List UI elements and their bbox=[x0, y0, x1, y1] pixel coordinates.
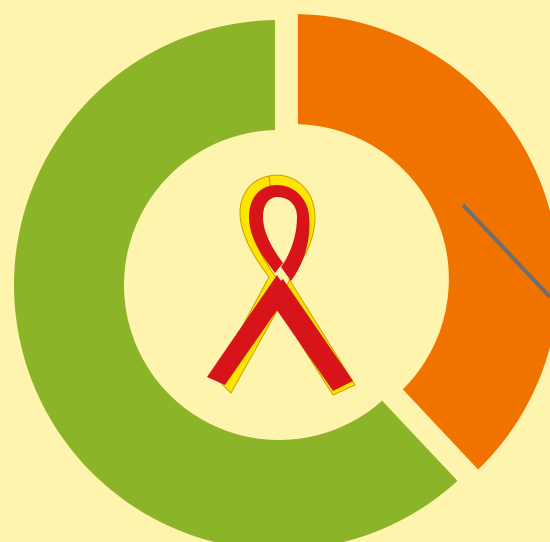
ribbon-red-loop bbox=[249, 185, 310, 281]
slice-leader-line bbox=[461, 203, 550, 299]
donut-slices bbox=[14, 14, 550, 542]
donut-slice-2 bbox=[14, 20, 458, 542]
ribbon-red-band-cross bbox=[265, 279, 353, 391]
awareness-ribbon-icon bbox=[207, 174, 356, 396]
donut-slice-1 bbox=[297, 14, 550, 470]
ribbon-red-band bbox=[207, 275, 289, 385]
